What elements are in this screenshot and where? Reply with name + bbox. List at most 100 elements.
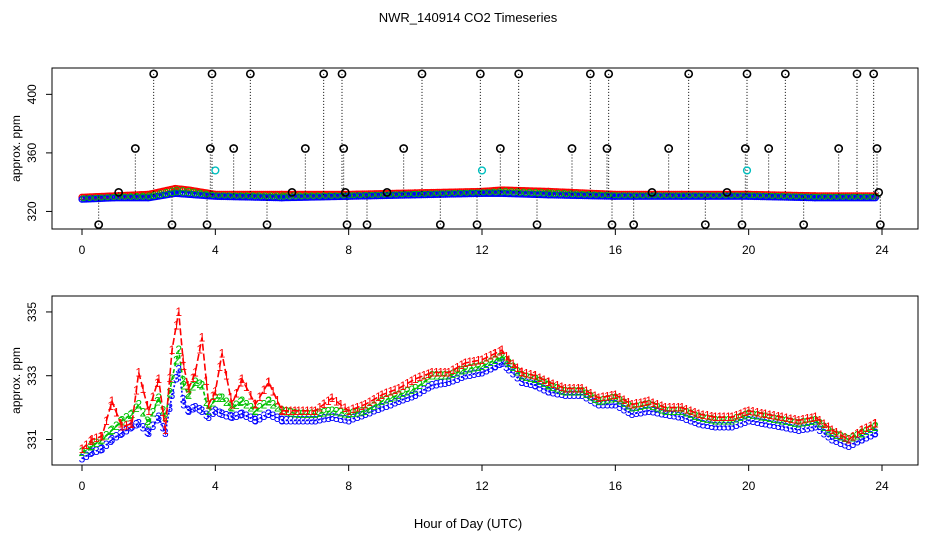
series-3-marker: 3	[216, 406, 223, 420]
series-3-marker: 3	[279, 413, 286, 427]
series-1-marker: 1	[733, 409, 740, 423]
series-1-marker: 1	[779, 410, 786, 424]
series-3-marker: 3	[429, 378, 436, 392]
series-1-marker: 1	[127, 417, 134, 431]
series-2-marker: 2	[566, 385, 573, 399]
series-3-marker: 3	[471, 367, 478, 381]
baseline-point-series-2	[269, 193, 276, 200]
bottom-x-tick-label: 12	[475, 479, 489, 493]
baseline-point-series-2	[787, 193, 794, 200]
series-1-marker: 1	[292, 404, 299, 418]
series-2-marker: 2	[433, 369, 440, 383]
series-1-marker: 1	[758, 406, 765, 420]
series-3-marker: 3	[510, 366, 517, 380]
series-2-marker: 2	[312, 407, 319, 421]
series-3-marker: 3	[366, 405, 373, 419]
series-3-marker: 3	[154, 412, 161, 426]
series-2-marker: 2	[83, 442, 90, 456]
series-2-marker: 2	[123, 411, 130, 425]
series-2-marker: 2	[278, 404, 285, 418]
top-x-tick-label: 0	[79, 243, 86, 257]
series-3-marker: 3	[350, 412, 357, 426]
series-1-marker: 1	[283, 404, 290, 418]
series-1-marker: 1	[379, 388, 386, 402]
series-1-marker: 1	[375, 390, 382, 404]
series-2-marker: 2	[103, 428, 110, 442]
series-3-marker: 3	[123, 423, 130, 437]
series-1-marker: 1	[261, 383, 268, 397]
baseline-point-series-2	[639, 192, 646, 199]
series-3-marker: 3	[650, 405, 657, 419]
bottom-x-tick-label: 0	[79, 479, 86, 493]
baseline-point-series-2	[863, 193, 870, 200]
baseline-point-series-2	[486, 189, 493, 196]
series-2-marker: 2	[408, 383, 415, 397]
baseline-point-series-2	[133, 193, 140, 200]
series-1-marker: 1	[592, 389, 599, 403]
series-3-marker: 3	[787, 421, 794, 435]
series-2-marker: 2	[704, 412, 711, 426]
series-2-marker: 2	[571, 385, 578, 399]
series-3-marker: 3	[692, 415, 699, 429]
series-3-marker: 3	[412, 388, 419, 402]
baseline-point-series-2	[480, 189, 487, 196]
series-3-marker: 3	[579, 388, 586, 402]
baseline-point-series-2	[522, 190, 529, 197]
top-x-tick-label: 12	[475, 243, 489, 257]
series-1-marker: 1	[169, 343, 176, 357]
series-3-marker: 3	[592, 395, 599, 409]
series-2-marker: 2	[642, 398, 649, 412]
top-plot-frame	[51, 67, 919, 230]
series-2-marker: 2	[252, 404, 259, 418]
baseline-point-series-2	[334, 192, 341, 199]
series-2-marker: 2	[795, 417, 802, 431]
series-1-marker: 1	[160, 405, 167, 419]
series-2-marker: 2	[523, 370, 530, 384]
series-1-marker: 1	[479, 353, 486, 367]
series-1-marker: 1	[173, 318, 180, 332]
baseline-point-series-2	[557, 191, 564, 198]
series-1-marker: 1	[155, 372, 162, 386]
series-1-marker: 1	[750, 405, 757, 419]
series-1-marker: 1	[445, 366, 452, 380]
series-1-marker: 1	[333, 394, 340, 408]
series-2-marker: 2	[119, 413, 126, 427]
series-3-marker: 3	[300, 413, 307, 427]
bottom-x-tick-label: 20	[742, 479, 756, 493]
series-2-marker: 2	[518, 368, 525, 382]
outlier-point	[205, 144, 215, 153]
series-1-marker: 1	[536, 371, 543, 385]
series-1-marker: 1	[492, 347, 499, 361]
series-2-marker: 2	[227, 399, 234, 413]
series-2-marker: 2	[787, 415, 794, 429]
series-2-marker: 2	[858, 426, 865, 440]
series-2-marker: 2	[358, 404, 365, 418]
series-1-marker: 1	[575, 381, 582, 395]
series-2-marker: 2	[671, 404, 678, 418]
outlier-point	[869, 69, 879, 79]
series-3-marker: 3	[608, 397, 615, 411]
series-2-marker: 2	[712, 413, 719, 427]
series-3-marker: 3	[762, 417, 769, 431]
series-2-marker: 2	[210, 396, 217, 410]
baseline-point-series-2	[451, 190, 458, 197]
baseline-point-series-2	[504, 189, 511, 196]
series-1-marker: 1	[518, 365, 525, 379]
series-1-marker: 1	[845, 432, 852, 446]
series-2-marker: 2	[621, 396, 628, 410]
series-2-marker: 2	[185, 388, 192, 402]
baseline-point-series-2	[581, 191, 588, 198]
outlier-point	[872, 144, 882, 153]
series-3-marker: 3	[97, 442, 104, 456]
series-3-line	[81, 362, 876, 460]
outlier-point	[339, 144, 349, 153]
series-3-marker: 3	[325, 411, 332, 425]
series-3-marker: 3	[387, 397, 394, 411]
baseline-point-series-2	[633, 192, 640, 199]
series-2-marker: 2	[265, 394, 272, 408]
series-3-marker: 3	[404, 391, 411, 405]
chart-title: NWR_140914 CO2 Timeseries	[379, 10, 558, 25]
series-2-marker: 2	[863, 424, 870, 438]
series-3-marker: 3	[113, 430, 120, 444]
series-3-marker: 3	[205, 410, 212, 424]
